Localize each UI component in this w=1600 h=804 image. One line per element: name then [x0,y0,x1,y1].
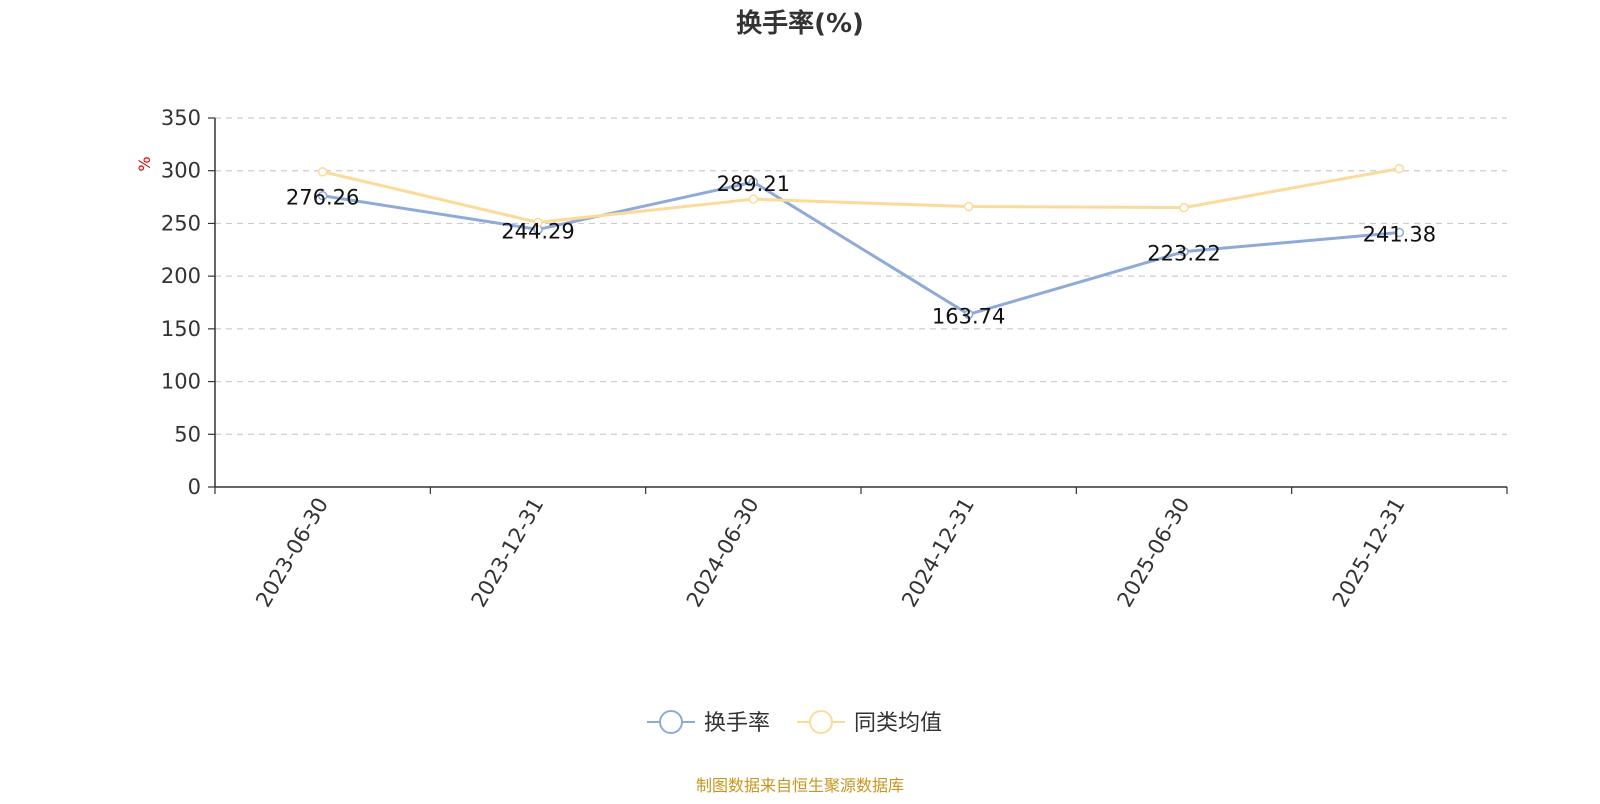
data-label: 241.38 [1363,223,1436,247]
x-tick-label: 2024-12-31 [897,494,979,612]
data-label: 163.74 [932,304,1005,328]
data-point [317,190,328,201]
x-tick-label: 2024-06-30 [682,494,764,612]
data-labels: 276.26 244.29 289.21 163.74 223.22 241.38 [286,172,1436,328]
source-note: 制图数据来自恒生聚源数据库 [696,776,904,795]
data-point [1179,246,1189,257]
legend-item: 换手率 [647,710,770,736]
data-point [1179,202,1189,213]
y-axis-unit-label: % [135,156,154,171]
data-point [748,194,759,204]
legend-label: 换手率 [704,711,770,736]
gridlines [215,117,1507,435]
data-point [1394,163,1405,174]
x-tick-label: 2023-12-31 [467,494,549,612]
y-tick-label: 50 [174,422,201,446]
y-tick-label: 100 [161,370,201,394]
legend-item: 同类均值 [797,710,942,736]
data-label: 244.29 [501,219,574,243]
data-point [963,201,974,212]
data-point [963,309,974,320]
legend-label: 同类均值 [854,711,942,736]
data-label: 289.21 [717,172,790,196]
x-tick-label: 2025-12-31 [1328,494,1410,612]
data-label: 223.22 [1147,242,1220,266]
x-tick-label: 2025-06-30 [1113,494,1195,612]
y-tick-label: 250 [161,211,201,235]
legend-marker [809,710,833,734]
y-tick-label: 0 [188,475,201,499]
legend: 换手率 同类均值 [647,710,942,736]
data-label: 276.26 [286,186,359,210]
series-line [322,180,1400,316]
data-point [533,217,543,228]
data-point [748,177,759,187]
chart-title: 换手率(%) [736,8,864,39]
data-point [317,167,328,177]
y-tick-label: 350 [161,106,201,130]
series-line [322,167,1400,224]
y-tick-label: 300 [161,159,201,183]
series-lines [317,163,1405,320]
legend-marker [659,710,683,734]
data-point [1394,227,1405,238]
y-tick-label: 200 [161,264,201,288]
x-tick-label: 2023-06-30 [251,494,333,612]
y-tick-label: 150 [161,317,201,341]
